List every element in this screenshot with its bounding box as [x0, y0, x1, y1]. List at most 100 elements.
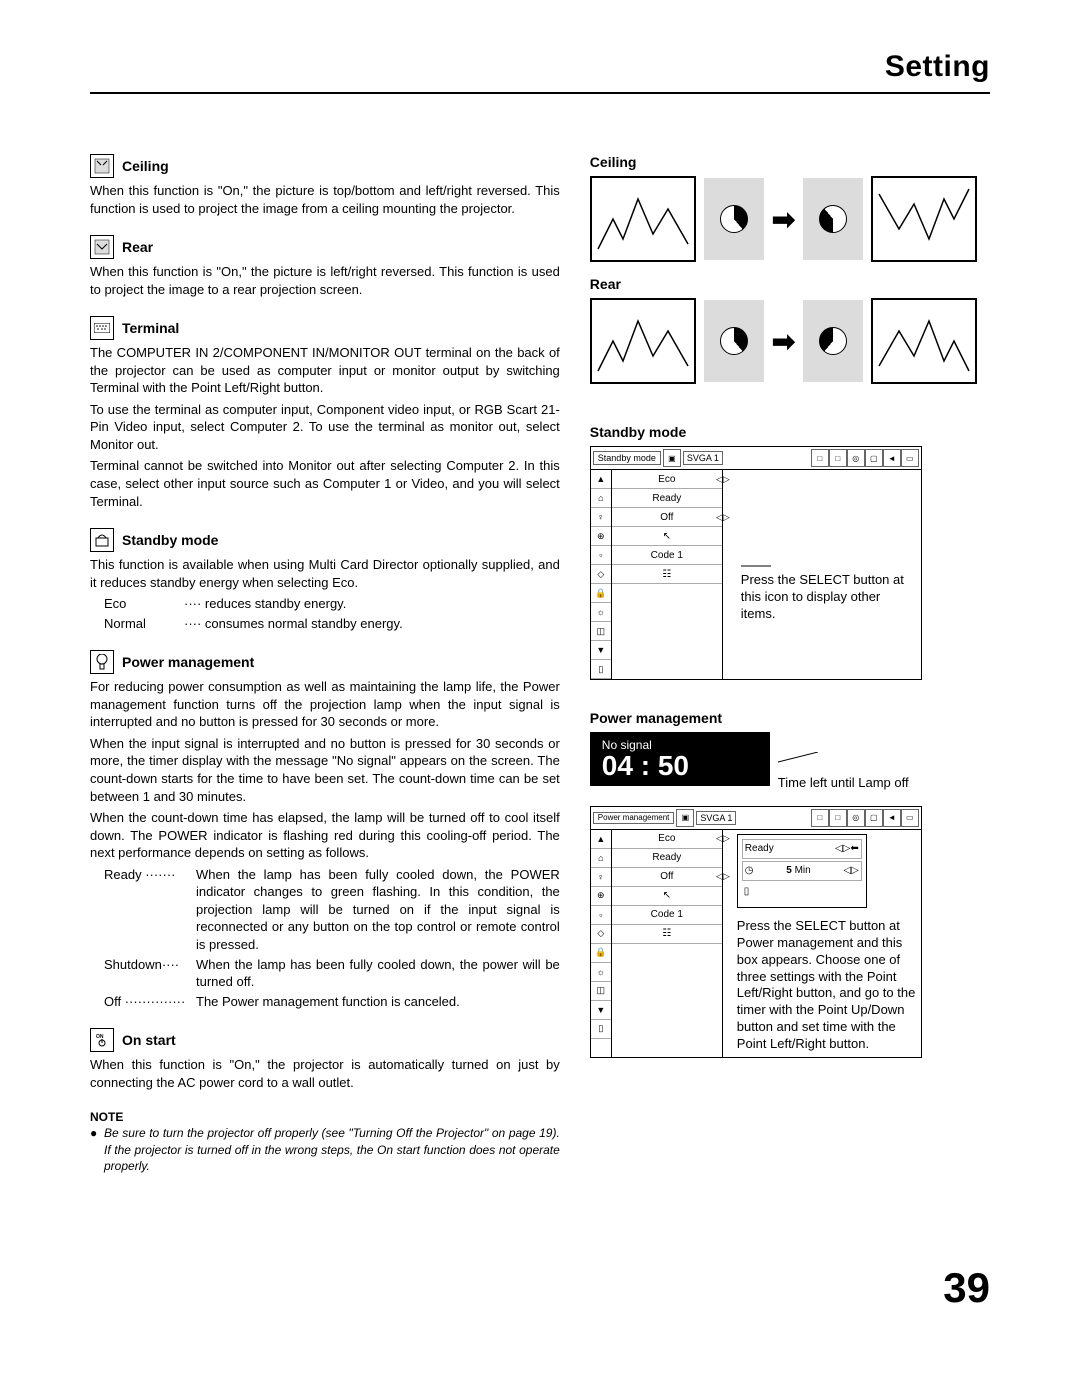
terminal-text-1: The COMPUTER IN 2/COMPONENT IN/MONITOR O… — [90, 344, 560, 397]
menu-icon: ▭ — [901, 449, 919, 467]
onstart-text: When this function is "On," the projecto… — [90, 1056, 560, 1091]
shutdown-label: Shutdown···· — [104, 956, 196, 991]
lr-arrows-icon: ◁▷⬅ — [835, 843, 859, 854]
side-icon: ▫ — [591, 906, 611, 925]
standby-menu-title: Standby mode — [593, 451, 661, 465]
right-column: Ceiling ➡ Rear ➡ Standby mode Standby mo… — [590, 154, 990, 1058]
eco-label: Eco — [104, 595, 184, 613]
r-pm-heading: Power management — [590, 710, 990, 726]
menu-row: Eco — [658, 833, 675, 844]
side-icon: ▯ — [591, 660, 611, 679]
terminal-text-2: To use the terminal as computer input, C… — [90, 401, 560, 454]
side-icon: ◇ — [591, 565, 611, 584]
power-mgmt-icon — [90, 650, 114, 674]
normal-desc: ···· consumes normal standby energy. — [184, 615, 403, 633]
terminal-heading: Terminal — [122, 319, 179, 338]
side-icon: ☼ — [591, 963, 611, 982]
menu-row: Off — [660, 512, 673, 523]
countdown-time: 04 : 50 — [602, 752, 758, 780]
standby-heading: Standby mode — [122, 531, 218, 550]
side-icon: ♀ — [591, 508, 611, 527]
r-standby-heading: Standby mode — [590, 424, 990, 440]
normal-label: Normal — [104, 615, 184, 633]
popup-min-label: Min — [795, 865, 811, 876]
menu-row: ☷ — [662, 928, 671, 939]
svg-text:ON: ON — [96, 1034, 104, 1040]
pm-text-3: When the count-down time has elapsed, th… — [90, 809, 560, 862]
pm-display: No signal 04 : 50 — [590, 732, 770, 786]
ceiling-icon — [90, 154, 114, 178]
side-icon: ⊕ — [591, 527, 611, 546]
r-ceiling-heading: Ceiling — [590, 154, 990, 170]
standby-menu: Standby mode ▣ SVGA 1 □ □ ◎ ▢ ◄ ▭ ▲ — [590, 446, 922, 680]
menu-row: ↖ — [663, 531, 671, 542]
ceiling-heading: Ceiling — [122, 157, 169, 176]
menu-icon: □ — [829, 449, 847, 467]
pm-caption: Press the SELECT button at Power managem… — [737, 918, 917, 1053]
menu-icon: ◎ — [847, 809, 865, 827]
eco-desc: ···· reduces standby energy. — [184, 595, 346, 613]
note-bullet: ● — [90, 1125, 104, 1174]
arrow-icon: ➡ — [772, 203, 795, 236]
popup-min-val: 5 — [786, 865, 792, 876]
r-rear-heading: Rear — [590, 276, 990, 292]
clock-icon: ◷ — [745, 865, 754, 876]
left-column: Ceiling When this function is "On," the … — [90, 154, 560, 1174]
onstart-icon: ON — [90, 1028, 114, 1052]
up-arrow-icon: ▲ — [591, 830, 611, 849]
side-icon: ◫ — [591, 982, 611, 1001]
menu-icon: □ — [829, 809, 847, 827]
menu-icon: □ — [811, 809, 829, 827]
side-icon: ◇ — [591, 925, 611, 944]
popup-ready: Ready — [745, 843, 774, 854]
onstart-heading: On start — [122, 1031, 176, 1050]
lock-icon: 🔒 — [591, 584, 611, 603]
menu-icon: ▢ — [865, 449, 883, 467]
side-icon: ♀ — [591, 868, 611, 887]
menu-row: ↖ — [663, 890, 671, 901]
note-heading: NOTE — [90, 1109, 560, 1125]
arrow-icon: ➡ — [772, 325, 795, 358]
rear-diagram: ➡ — [590, 298, 990, 384]
menu-row: Ready — [652, 493, 681, 504]
shutdown-desc: When the lamp has been fully cooled down… — [196, 956, 560, 991]
down-arrow-icon: ▼ — [591, 641, 611, 660]
ready-label: Ready ······· — [104, 866, 196, 954]
pm-text-2: When the input signal is interrupted and… — [90, 735, 560, 805]
side-icon: ◫ — [591, 622, 611, 641]
down-arrow-icon: ▼ — [591, 1001, 611, 1020]
header-divider — [90, 92, 990, 94]
ceiling-diagram: ➡ — [590, 176, 990, 262]
off-desc: The Power management function is cancele… — [196, 993, 560, 1011]
menu-icon: ▣ — [676, 809, 694, 827]
page-title: Setting — [90, 50, 990, 84]
svga-label: SVGA 1 — [683, 451, 723, 465]
svga-label: SVGA 1 — [696, 811, 736, 825]
ready-desc: When the lamp has been fully cooled down… — [196, 866, 560, 954]
pm-text-1: For reducing power consumption as well a… — [90, 678, 560, 731]
menu-icon: ◄ — [883, 809, 901, 827]
menu-row: Off — [660, 871, 673, 882]
side-icon: ⌂ — [591, 849, 611, 868]
side-icon: ▫ — [591, 546, 611, 565]
ceiling-text: When this function is "On," the picture … — [90, 182, 560, 217]
menu-row: Eco — [658, 474, 675, 485]
menu-row: Code 1 — [651, 909, 683, 920]
menu-icon: □ — [811, 449, 829, 467]
time-left-caption: Time left until Lamp off — [778, 775, 918, 792]
side-icon: ⊕ — [591, 887, 611, 906]
standby-caption: Press the SELECT button at this icon to … — [741, 572, 913, 623]
rear-heading: Rear — [122, 238, 153, 257]
menu-row: ☷ — [662, 569, 671, 580]
side-icon: ☼ — [591, 603, 611, 622]
standby-icon — [90, 528, 114, 552]
lr-arrows-icon: ◁▷ — [843, 865, 858, 876]
pm-menu: Power management ▣ SVGA 1 □ □ ◎ ▢ ◄ ▭ ▲ — [590, 806, 922, 1058]
off-label: Off ·············· — [104, 993, 196, 1011]
terminal-icon — [90, 316, 114, 340]
side-icon: ▯ — [591, 1020, 611, 1039]
popup-icon: ▯ — [744, 886, 750, 897]
rear-icon — [90, 235, 114, 259]
up-arrow-icon: ▲ — [591, 470, 611, 489]
note-text: Be sure to turn the projector off proper… — [104, 1125, 560, 1174]
